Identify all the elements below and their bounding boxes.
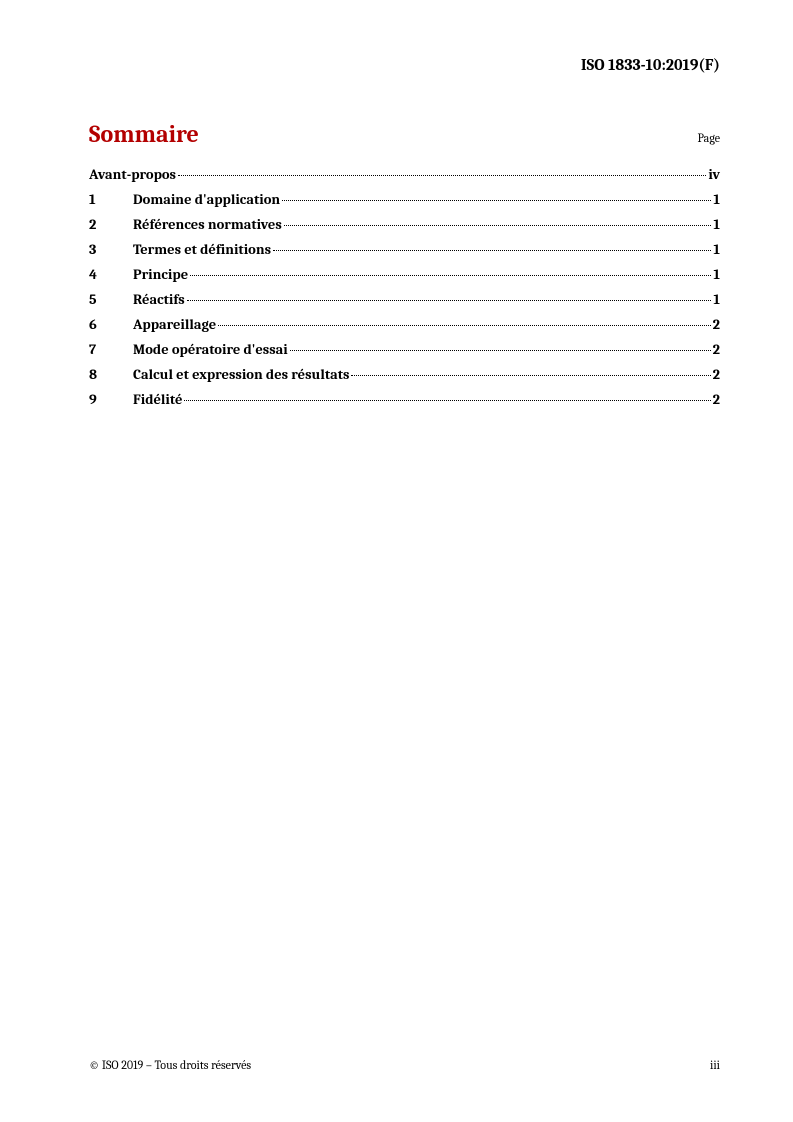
toc-entry-page: 1 — [713, 266, 720, 283]
toc-entry-text: Fidélité — [133, 391, 182, 408]
toc-entry-number: 9 — [89, 391, 133, 408]
toc-entry: 7Mode opératoire d'essai 2 — [89, 341, 720, 358]
toc-leader-dots — [184, 400, 710, 401]
toc-entry-text: Réactifs — [133, 291, 185, 308]
toc-entry: 1Domaine d'application1 — [89, 191, 720, 208]
page-column-label: Page — [698, 131, 720, 145]
toc-entry-page: 2 — [713, 391, 720, 408]
title-row: Sommaire Page — [89, 120, 720, 148]
toc-entry-text: Avant-propos — [89, 166, 176, 183]
toc-entry-number: 6 — [89, 316, 133, 333]
toc-entry-page: 1 — [713, 291, 720, 308]
toc-entry: 4Principe 1 — [89, 266, 720, 283]
toc-entry-text: Appareillage — [133, 316, 216, 333]
page-footer: © ISO 2019 – Tous droits réservés iii — [89, 1058, 720, 1072]
toc-entry-text: Termes et définitions — [133, 241, 271, 258]
toc-entry: 6Appareillage 2 — [89, 316, 720, 333]
page-container: ISO 1833-10:2019(F) Sommaire Page Avant-… — [0, 0, 793, 1122]
toc-entry-number: 8 — [89, 366, 133, 383]
toc-leader-dots — [351, 375, 710, 376]
toc-entry-text: Domaine d'application — [133, 191, 280, 208]
toc-leader-dots — [282, 200, 711, 201]
toc-entry-number: 5 — [89, 291, 133, 308]
toc-entry-number: 2 — [89, 216, 133, 233]
document-id: ISO 1833-10:2019(F) — [581, 56, 720, 74]
toc-container: Avant-propos iv 1Domaine d'application12… — [89, 166, 720, 408]
toc-leader-dots — [290, 350, 711, 351]
toc-entry-page: 1 — [713, 241, 720, 258]
toc-entry-text: Mode opératoire d'essai — [133, 341, 288, 358]
toc-leader-dots — [218, 325, 710, 326]
toc-entry: 9Fidélité 2 — [89, 391, 720, 408]
toc-entry-page: 2 — [713, 316, 720, 333]
page-number: iii — [710, 1058, 720, 1072]
toc-entry: 2Références normatives 1 — [89, 216, 720, 233]
toc-entry-text: Calcul et expression des résultats — [133, 366, 349, 383]
toc-entry-number: 1 — [89, 191, 133, 208]
toc-leader-dots — [187, 300, 712, 301]
toc-leader-dots — [178, 175, 706, 176]
toc-entry-text: Principe — [133, 266, 188, 283]
toc-title: Sommaire — [89, 120, 199, 148]
toc-entry: 8Calcul et expression des résultats 2 — [89, 366, 720, 383]
toc-entry-page: 1 — [713, 191, 720, 208]
toc-leader-dots — [284, 225, 712, 226]
toc-entry-page: 2 — [713, 341, 720, 358]
toc-entry: 5Réactifs 1 — [89, 291, 720, 308]
toc-entry-page: 2 — [713, 366, 720, 383]
toc-entry-number: 7 — [89, 341, 133, 358]
copyright-text: © ISO 2019 – Tous droits réservés — [89, 1058, 251, 1072]
toc-entry-number: 3 — [89, 241, 133, 258]
toc-foreword: Avant-propos iv — [89, 166, 720, 183]
toc-leader-dots — [273, 250, 711, 251]
toc-entry-number: 4 — [89, 266, 133, 283]
document-header: ISO 1833-10:2019(F) — [89, 56, 720, 74]
toc-leader-dots — [190, 275, 711, 276]
toc-entry-page: 1 — [713, 216, 720, 233]
toc-entry-page: iv — [708, 166, 720, 183]
toc-entry-text: Références normatives — [133, 216, 282, 233]
toc-entry: 3Termes et définitions 1 — [89, 241, 720, 258]
